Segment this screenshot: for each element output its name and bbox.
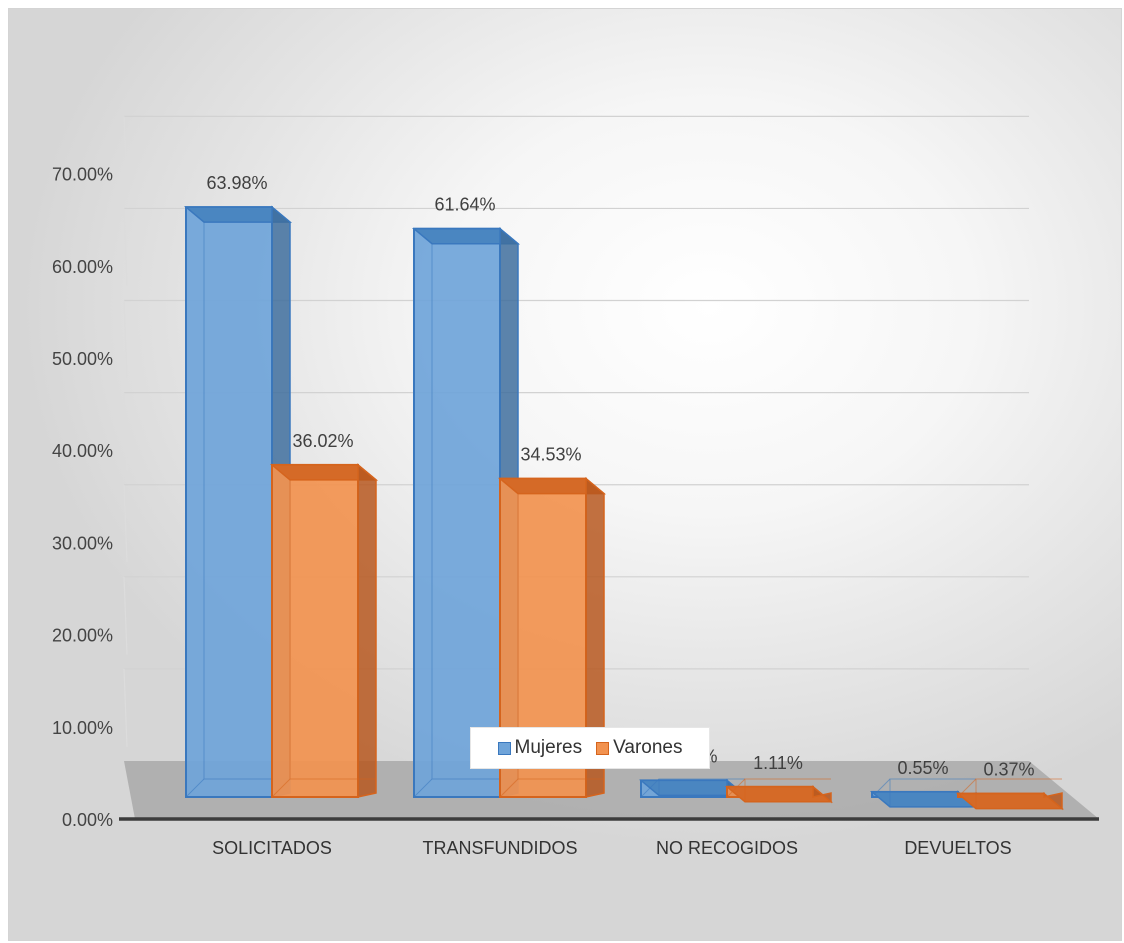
bar-side-face [585, 476, 605, 798]
bar-side-face [357, 463, 377, 798]
bar-back-edge [271, 778, 291, 798]
y-tick-label: 10.00% [52, 718, 113, 738]
side-wall-line [123, 116, 128, 194]
bar-side-face [1043, 791, 1063, 811]
bar-front-face [413, 227, 501, 798]
side-wall-line [123, 668, 128, 747]
side-wall-line [123, 576, 128, 655]
legend-swatch-mujeres [497, 741, 511, 755]
chart-plot: 0.00% 10.00% 20.00% 30.00% 40.00% 50.00% 60.00… [52, 115, 1099, 858]
bar-back-edge [185, 778, 205, 798]
y-tick-label: 70.00% [52, 165, 113, 185]
bar-front-face [271, 463, 359, 798]
bar-side-face [812, 785, 832, 804]
legend-swatch-varones [596, 741, 610, 755]
x-tick-label: DEVUELTOS [904, 838, 1011, 858]
y-tick-label: 40.00% [52, 441, 113, 461]
side-wall-line [123, 208, 128, 286]
chart-area: 0.00% 10.00% 20.00% 30.00% 40.00% 50.00% 60.00… [8, 8, 1122, 941]
bar [724, 778, 834, 804]
x-tick-label: NO RECOGIDOS [656, 838, 798, 858]
side-wall-line [123, 392, 128, 471]
bar-back-edge [499, 778, 519, 798]
legend-item-varones: Varones [596, 737, 682, 759]
bar-back-edge [871, 778, 891, 798]
data-label: 34.53% [520, 445, 581, 465]
data-label: 63.98% [206, 173, 267, 193]
bar-front-face [185, 206, 273, 799]
bar [269, 463, 379, 798]
data-label: 0.55% [897, 758, 948, 778]
legend: Mujeres Varones [470, 727, 710, 769]
data-label: 0.37% [983, 760, 1034, 780]
legend-label-mujeres: Mujeres [514, 737, 583, 758]
x-tick-label: TRANSFUNDIDOS [422, 838, 577, 858]
y-tick-label: 0.00% [62, 810, 113, 830]
side-wall-line [123, 300, 128, 379]
y-tick-label: 60.00% [52, 257, 113, 277]
bar-back-edge [726, 778, 746, 798]
bar-back-edge [957, 778, 977, 798]
bar [955, 778, 1065, 811]
x-tick-label: SOLICITADOS [212, 838, 332, 858]
y-tick-label: 30.00% [52, 533, 113, 553]
side-wall-line [123, 484, 128, 563]
legend-item-mujeres: Mujeres [497, 737, 583, 759]
data-label: 1.11% [753, 753, 803, 773]
bar-back-edge [640, 778, 660, 798]
data-label: 36.02% [292, 431, 353, 451]
y-tick-label: 50.00% [52, 349, 113, 369]
y-tick-label: 20.00% [52, 626, 113, 646]
bar-back-edge [413, 778, 433, 798]
data-label: 61.64% [434, 195, 495, 215]
legend-label-varones: Varones [613, 737, 683, 758]
